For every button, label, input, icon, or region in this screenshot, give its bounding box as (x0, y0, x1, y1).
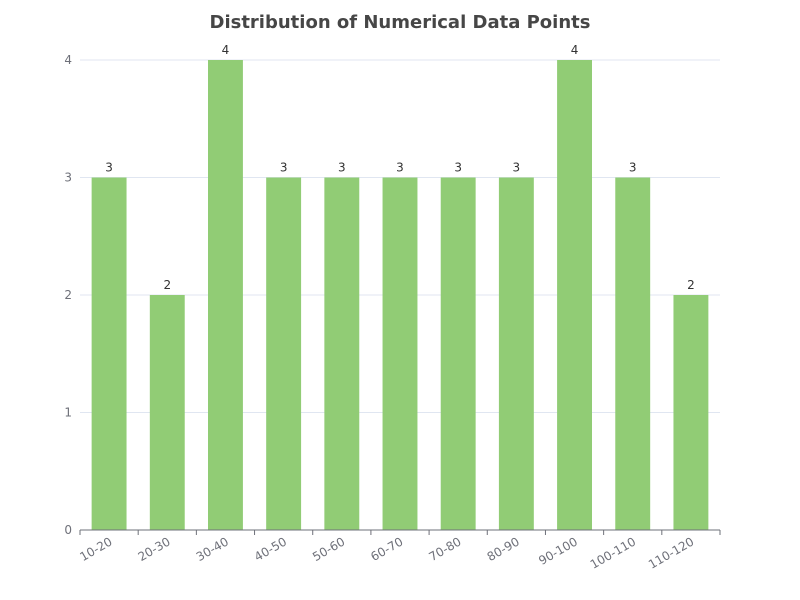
x-tick-label-50-60: 50-60 (310, 534, 347, 564)
y-axis: 0 1 2 3 4 (64, 53, 72, 537)
data-label-40-50: 3 (280, 161, 288, 175)
data-label-80-90: 3 (513, 161, 521, 175)
data-label-10-20: 3 (105, 161, 113, 175)
x-axis: 10-20 20-30 30-40 40-50 50-60 60-70 70-80 80-90… (77, 529, 721, 572)
x-tick-label-70-80: 70-80 (426, 534, 463, 564)
x-tick-label-100-110: 100-110 (588, 534, 638, 571)
x-tick-label-30-40: 30-40 (194, 534, 231, 564)
data-labels: 3 2 4 3 3 3 3 3 4 3 2 (105, 43, 694, 292)
x-tick-label-40-50: 40-50 (252, 534, 289, 564)
x-tick-label-20-30: 20-30 (136, 534, 173, 564)
bar-80-90[interactable] (498, 177, 534, 531)
bar-20-30[interactable] (149, 295, 185, 530)
bar-40-50[interactable] (266, 177, 302, 531)
data-label-70-80: 3 (454, 161, 462, 175)
data-label-90-100: 4 (571, 43, 579, 57)
bar-50-60[interactable] (324, 177, 360, 531)
bar-60-70[interactable] (382, 177, 418, 531)
y-tick-label: 0 (64, 523, 72, 537)
data-label-100-110: 3 (629, 161, 637, 175)
y-tick-label: 2 (64, 288, 72, 302)
data-label-50-60: 3 (338, 161, 346, 175)
y-tick-label: 3 (64, 171, 72, 185)
data-label-20-30: 2 (163, 278, 171, 292)
y-tick-label: 4 (64, 53, 72, 67)
data-label-30-40: 4 (222, 43, 230, 57)
bar-70-80[interactable] (440, 177, 476, 531)
chart-title: Distribution of Numerical Data Points (210, 12, 591, 33)
bar-10-20[interactable] (91, 177, 127, 531)
y-tick-label: 1 (64, 406, 72, 420)
x-tick-label-60-70: 60-70 (368, 534, 405, 564)
bar-30-40[interactable] (208, 60, 243, 530)
bar-100-110[interactable] (615, 177, 651, 531)
x-tick-label-110-120: 110-120 (646, 534, 696, 571)
x-tick-label-10-20: 10-20 (77, 534, 114, 564)
data-label-60-70: 3 (396, 161, 404, 175)
x-tick-label-90-100: 90-100 (536, 534, 580, 567)
bar-90-100[interactable] (557, 60, 592, 530)
x-tick-label-80-90: 80-90 (485, 534, 522, 564)
bars (91, 60, 709, 531)
data-label-110-120: 2 (687, 278, 695, 292)
bar-110-120[interactable] (673, 295, 709, 530)
